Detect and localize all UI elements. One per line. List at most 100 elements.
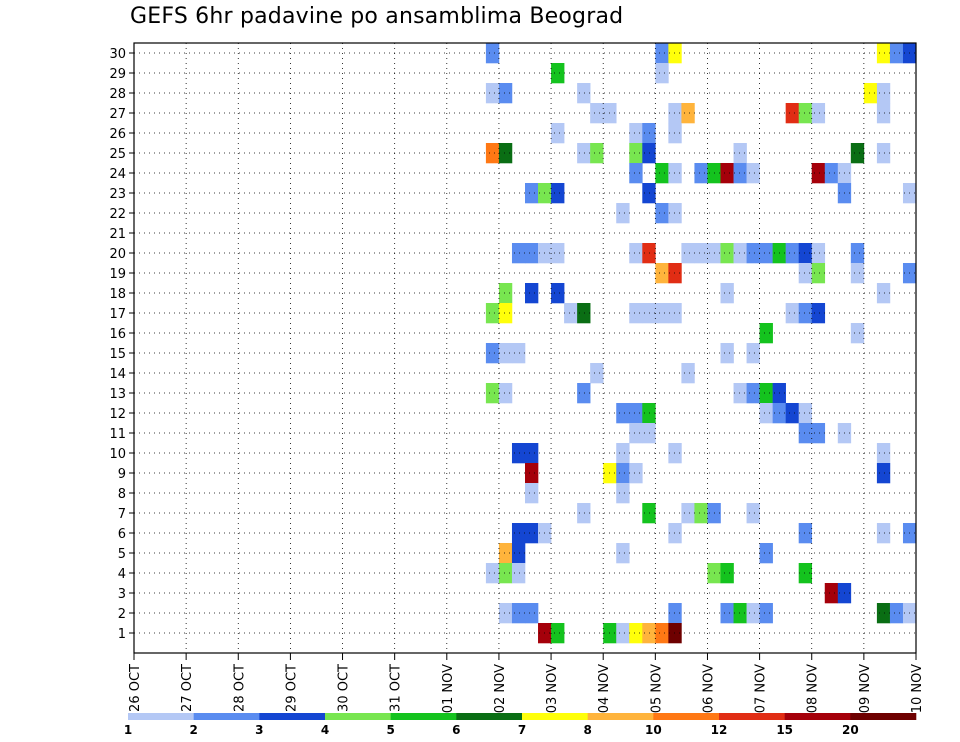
x-tick-label: 10 NOV	[910, 664, 925, 713]
heatmap-cell	[759, 403, 773, 424]
heatmap-cell	[616, 463, 630, 484]
heatmap-cell	[485, 43, 500, 64]
heatmap-cell	[668, 623, 682, 644]
x-tick-label: 02 NOV	[493, 664, 508, 713]
heatmap-cell	[629, 163, 643, 184]
heatmap-cell	[811, 103, 826, 124]
heatmap-cell	[681, 503, 695, 524]
heatmap-cell	[798, 243, 813, 264]
heatmap-cell	[785, 243, 799, 264]
heatmap-cell	[759, 243, 773, 264]
heatmap-cell	[511, 603, 526, 624]
heatmap-cell	[746, 383, 760, 404]
y-tick-label: 6	[118, 527, 126, 542]
heatmap-cell	[694, 243, 708, 264]
y-tick-label: 14	[109, 367, 126, 382]
heatmap-cell	[811, 243, 826, 264]
heatmap-cell	[525, 523, 539, 544]
colorbar-swatch	[325, 713, 391, 720]
heatmap-cell	[551, 243, 565, 264]
heatmap-cell	[629, 243, 643, 264]
heatmap-cell	[564, 303, 578, 324]
heatmap-cell	[616, 443, 630, 464]
colorbar-swatch	[456, 713, 523, 720]
heatmap-cell	[850, 323, 865, 344]
heatmap-cell	[551, 283, 565, 304]
heatmap-cell	[511, 563, 526, 584]
heatmap-cell	[733, 603, 747, 624]
heatmap-cell	[485, 343, 500, 364]
heatmap-cell	[525, 443, 539, 464]
heatmap-cell	[498, 143, 513, 164]
x-tick-label: 27 OCT	[180, 664, 195, 712]
x-tick-label: 31 OCT	[389, 664, 404, 712]
x-tick-label: 04 NOV	[597, 664, 612, 713]
y-tick-label: 30	[109, 47, 126, 62]
heatmap-cell	[655, 303, 669, 324]
colorbar-swatch	[128, 713, 194, 720]
y-tick-label: 18	[109, 287, 126, 302]
heatmap-cell	[642, 303, 656, 324]
colorbar-label: 5	[386, 723, 394, 737]
heatmap-cell	[616, 623, 630, 644]
heatmap-cell	[525, 243, 539, 264]
heatmap-cell	[629, 403, 643, 424]
heatmap-cell	[577, 503, 591, 524]
heatmap-cell	[485, 563, 500, 584]
x-tick-label: 09 NOV	[858, 664, 873, 713]
x-tick-label: 29 OCT	[284, 664, 299, 712]
heatmap-cell	[485, 303, 500, 324]
heatmap-cell	[733, 163, 747, 184]
heatmap-cell	[655, 43, 669, 64]
heatmap-cell	[746, 603, 760, 624]
y-tick-label: 29	[109, 67, 126, 82]
heatmap-cell	[498, 303, 513, 324]
colorbar-label: 6	[452, 723, 460, 737]
heatmap-cell	[629, 463, 643, 484]
heatmap-cell	[681, 103, 695, 124]
heatmap-cell	[642, 403, 656, 424]
heatmap-cell	[655, 623, 669, 644]
colorbar-label: 12	[711, 723, 728, 737]
y-tick-label: 25	[109, 147, 126, 162]
y-tick-label: 15	[109, 347, 126, 362]
heatmap-cell	[889, 603, 904, 624]
heatmap-cell	[746, 163, 760, 184]
heatmap-cell	[668, 123, 682, 144]
colorbar-label: 4	[321, 723, 329, 737]
heatmap-cell	[811, 423, 826, 444]
heatmap-cell	[668, 303, 682, 324]
heatmap-cell	[824, 163, 839, 184]
y-tick-label: 16	[109, 327, 126, 342]
heatmap-cell	[485, 83, 500, 104]
colorbar-label: 8	[583, 723, 591, 737]
y-tick-label: 7	[118, 507, 126, 522]
x-tick-label: 28 OCT	[232, 664, 247, 712]
heatmap-cell	[889, 43, 904, 64]
heatmap-cell	[681, 243, 695, 264]
y-tick-label: 12	[109, 407, 126, 422]
heatmap-cell	[746, 503, 760, 524]
heatmap-cell	[668, 43, 682, 64]
heatmap-cell	[668, 443, 682, 464]
heatmap-cell	[498, 383, 513, 404]
colorbar-swatch	[193, 713, 260, 720]
heatmap-cell	[668, 263, 682, 284]
heatmap-cell	[498, 343, 513, 364]
heatmap-cell	[876, 83, 891, 104]
colorbar-swatch	[784, 713, 851, 720]
heatmap-cell	[629, 123, 643, 144]
heatmap-cell	[850, 263, 865, 284]
colorbar-label: 7	[518, 723, 526, 737]
y-tick-label: 26	[109, 127, 126, 142]
heatmap-cell	[642, 503, 656, 524]
heatmap-cell	[746, 343, 760, 364]
heatmap-cell	[668, 163, 682, 184]
heatmap-cell	[525, 603, 539, 624]
heatmap-cell	[876, 283, 891, 304]
heatmap-cell	[876, 523, 891, 544]
y-tick-label: 23	[109, 187, 126, 202]
heatmap-cell	[720, 243, 734, 264]
heatmap-cell	[655, 203, 669, 224]
heatmap-cell	[577, 303, 591, 324]
